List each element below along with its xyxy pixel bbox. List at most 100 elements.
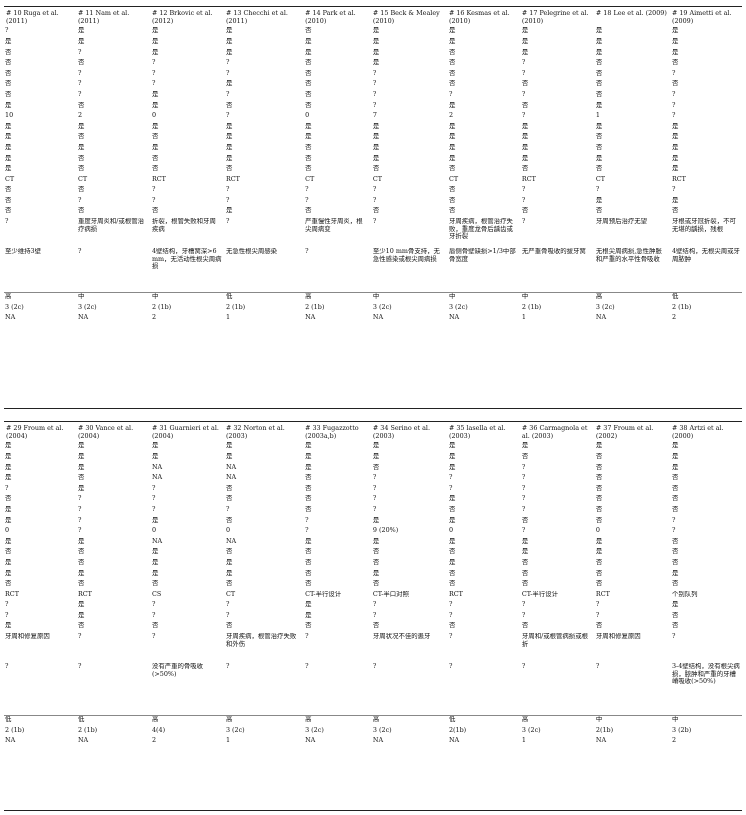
table-cell: ? (671, 633, 676, 641)
table-cell: 是 (225, 452, 233, 460)
table-cell: 10 (5, 112, 14, 120)
table-cell: 是 (305, 37, 312, 45)
table-row: 否 否?? 否 是 否? 否 否 (4, 59, 742, 70)
table-cell: ? (372, 611, 377, 619)
table-cell: CS (151, 590, 162, 598)
table-cell: 4(4) (151, 726, 166, 734)
table-cell: 是 (305, 463, 312, 471)
table-cell: 否 (448, 48, 456, 56)
table-cell: 否 (5, 90, 12, 98)
table-cell: ? (77, 80, 82, 88)
table-cell: 否 (5, 48, 12, 56)
table-cell: 否 (595, 495, 603, 503)
table-cell: 高 (593, 292, 670, 304)
table-row: ? 是? 否 否??? 否 否 (4, 485, 742, 496)
table-cell: ? (151, 633, 156, 641)
table-cell: 否 (595, 165, 603, 173)
table-cell: ? (521, 495, 526, 503)
table-cell: 否 (521, 452, 529, 460)
table-row: 高中中低高中中中高低 (4, 292, 742, 304)
table-cell: 否 (225, 495, 233, 503)
table-cell: ? (671, 186, 676, 194)
table-cell: ? (372, 196, 377, 204)
table-cell: 否 (671, 505, 679, 513)
table-cell: ? (151, 495, 156, 503)
table-cell: ? (77, 633, 82, 641)
table-cell: ? (5, 218, 9, 226)
table-cell: 是 (448, 442, 456, 450)
table-cell: 0 (5, 527, 10, 535)
table1-bottom-rule (4, 408, 742, 409)
table2-header-cell: # 38 Artzi et al. (2000) (671, 424, 724, 441)
table-cell: ? (448, 484, 453, 492)
table-cell: 牙周和修复原因 (595, 633, 641, 641)
table-cell: 否 (521, 558, 529, 566)
table-cell: 否 (77, 474, 85, 482)
table-cell: 无急性根尖周感染 (225, 248, 278, 256)
table-cell: 是 (372, 143, 380, 151)
table-row: 是否否是否是是是是是 (4, 155, 742, 166)
table-cell: ? (151, 186, 156, 194)
table-cell: 是 (671, 165, 679, 173)
table-cell: 唇侧骨壁缺损>1/3中部骨宽度 (448, 248, 516, 263)
table-cell: 是 (448, 27, 456, 35)
table-cell: 否 (77, 165, 85, 173)
table-cell: ? (372, 101, 377, 109)
table-cell: 是 (151, 442, 159, 450)
table-cell: RCT (448, 590, 463, 598)
table-cell: 否 (521, 101, 529, 109)
table-cell: 否 (448, 207, 456, 215)
table-row: ?? 没有严重的骨吸收(>50%)?????? 3-4壁结构，没有根尖病损，脓肿和严… (4, 663, 742, 716)
table-cell: ? (305, 516, 309, 524)
table-cell: 否 (305, 165, 312, 173)
table-cell: ? (372, 495, 377, 503)
table-cell: ? (77, 516, 82, 524)
table-cell: 是 (448, 37, 456, 45)
table-cell: 否 (305, 80, 312, 88)
table-cell: 2 (1b) (521, 303, 542, 311)
table-cell: ? (225, 505, 230, 513)
table-cell: NA (305, 314, 316, 322)
table-cell: 1 (521, 314, 526, 322)
table-cell: 是 (77, 27, 85, 35)
table-cell: 是 (671, 48, 679, 56)
table-cell: 是 (151, 548, 159, 556)
table-cell: 否 (521, 80, 529, 88)
table-cell: NA (77, 737, 89, 745)
table-cell: 否 (305, 580, 312, 588)
table-cell: ? (372, 505, 377, 513)
table-cell: 是 (5, 622, 12, 630)
table-cell: ? (372, 90, 377, 98)
table-cell: 3 (2b) (671, 726, 692, 734)
table-cell: 否 (77, 133, 85, 141)
table-cell: 是 (372, 133, 380, 141)
table-cell: ? (5, 601, 9, 609)
table-row: NA NA 2 1 NA NA NA 1 NA 2 (4, 314, 742, 325)
table-cell: 是 (372, 59, 380, 67)
table-cell: ? (305, 527, 309, 535)
table-cell: 否 (305, 495, 312, 503)
table-cell: 至少10 mm骨支持，无急性感染或根尖周病损 (372, 248, 440, 263)
table-cell: 否 (305, 90, 312, 98)
table-row: 牙周和修复原因?? 牙周疾病，根管治疗失败和外伤? 牙周状况不佳的患牙? 牙周和/或根… (4, 633, 742, 663)
table-cell: 否 (305, 548, 312, 556)
table-cell: ? (151, 69, 156, 77)
table-cell: 否 (77, 207, 85, 215)
table-cell: NA (225, 463, 237, 471)
table-cell: ? (305, 248, 309, 256)
table-cell: 否 (448, 622, 456, 630)
table-cell: 否 (595, 69, 603, 77)
table-cell: 否 (305, 558, 312, 566)
table-row: 是是是是是是是是是是 (4, 123, 742, 134)
table-cell: 高 (223, 715, 304, 727)
table-cell: 是 (671, 196, 679, 204)
table-cell: 是 (5, 452, 12, 460)
table-cell: 否 (448, 580, 456, 588)
table-cell: 是 (671, 452, 679, 460)
table-cell: 否 (521, 580, 529, 588)
table-cell: ? (225, 663, 230, 671)
table2-header-cell: # 30 Vance et al. (2004) (77, 424, 134, 441)
table-cell: ? (521, 112, 526, 120)
table-cell: ? (521, 59, 526, 67)
table-cell: 否 (671, 622, 679, 630)
